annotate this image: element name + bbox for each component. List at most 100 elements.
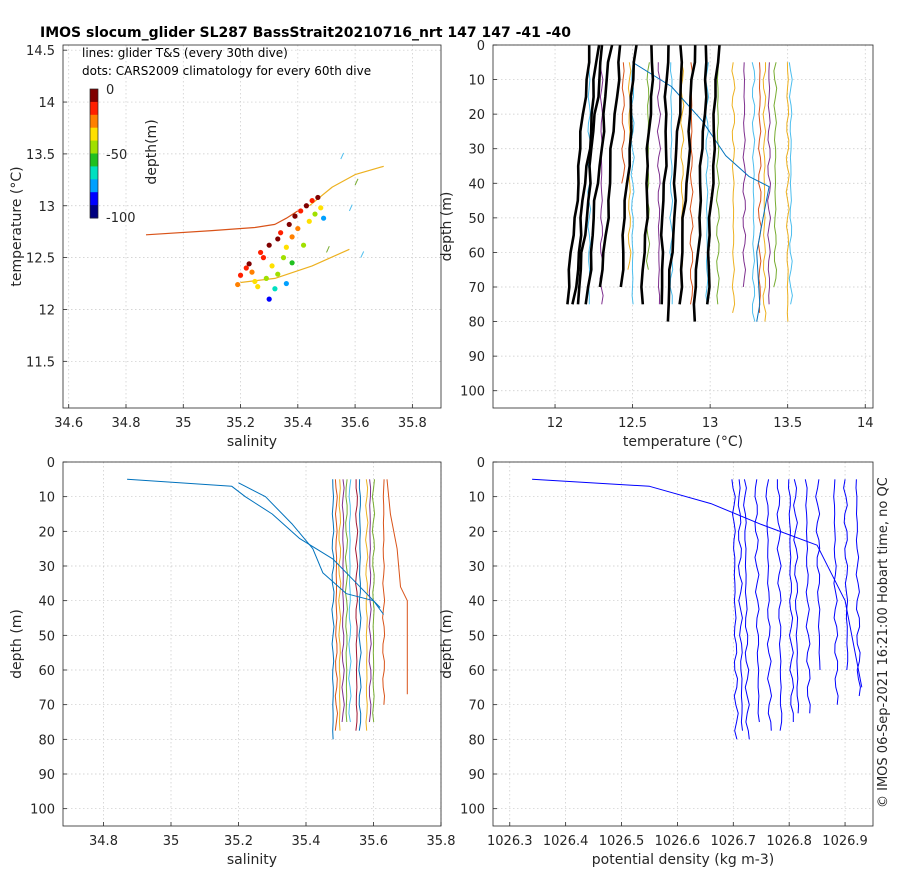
glider-density-profile <box>765 479 772 731</box>
glider-ts-fragment <box>340 152 345 160</box>
y-tick-label: 10 <box>468 74 485 89</box>
glider-density-profile <box>737 479 743 731</box>
y-tick-label: 70 <box>38 699 55 714</box>
x-tick-label: 35.4 <box>292 834 321 849</box>
glider-density-profile <box>855 479 861 697</box>
climatology-temperature-profile <box>566 45 591 305</box>
density-depth-panel: 1026.3 1026.4 1026.5 1026.6 1026.7 1026.8 1026… <box>439 456 874 868</box>
climatology-dot <box>249 269 255 275</box>
x-tick-label: 35.6 <box>359 834 388 849</box>
climatology-temperature-profile <box>659 44 670 305</box>
y-tick-label: 10 <box>468 491 485 506</box>
x-tick-label: 35.8 <box>398 416 427 431</box>
y-tick-label: 14 <box>38 96 55 111</box>
climatology-dot <box>266 242 272 248</box>
climatology-dot <box>263 275 269 281</box>
climatology-dot <box>295 225 301 232</box>
climatology-temperature-profile <box>640 44 655 305</box>
x-tick-label: 1026.6 <box>655 834 701 849</box>
y-tick-label: 60 <box>468 664 485 679</box>
plot-area <box>493 462 873 826</box>
x-tick-label: 1026.4 <box>543 834 589 849</box>
glider-temperature-profile <box>731 62 736 314</box>
x-tick-label: 13.5 <box>773 416 802 431</box>
glider-salinity-profile <box>358 479 362 731</box>
glider-temperature-profile <box>773 62 778 288</box>
y-tick-label: 14.5 <box>26 44 55 59</box>
y-tick-label: 60 <box>38 664 55 679</box>
y-axis-label: depth (m) <box>439 192 455 262</box>
glider-temperature-profile <box>742 62 747 288</box>
x-tick-label: 13 <box>702 416 719 431</box>
climatology-temperature-profile <box>584 44 614 305</box>
y-tick-label: 70 <box>468 281 485 296</box>
colorbar-segment <box>90 205 98 219</box>
glider-density-profile <box>743 479 750 740</box>
x-tick-label: 1026.7 <box>711 834 757 849</box>
y-axis-label: depth (m) <box>9 609 25 679</box>
climatology-temperature-profile <box>678 44 697 305</box>
x-tick-label: 1026.8 <box>766 834 812 849</box>
y-tick-label: 50 <box>468 629 485 644</box>
colorbar-label: depth(m) <box>144 119 160 184</box>
y-tick-label: 30 <box>38 560 55 575</box>
copyright-note: © IMOS 06-Sep-2021 16:21:00 Hobart time,… <box>876 477 891 808</box>
y-tick-label: 20 <box>38 525 55 540</box>
y-tick-label: 80 <box>38 733 55 748</box>
y-axis-label: temperature (°C) <box>9 166 25 286</box>
climatology-temperature-profile <box>692 44 708 322</box>
glider-temperature-profile <box>757 62 762 313</box>
plot-area <box>63 462 441 826</box>
legend-dots-text: dots: CARS2009 climatology for every 60t… <box>82 64 371 78</box>
glider-temperature-profile <box>767 62 771 305</box>
glider-density-profile <box>776 479 783 731</box>
glider-density-profile <box>793 479 800 714</box>
colorbar-segment <box>90 114 98 129</box>
axes-frame <box>492 461 874 827</box>
glider-temperature-profile <box>762 62 767 322</box>
colorbar-segment <box>90 89 98 103</box>
x-tick-label: 35.4 <box>283 416 312 431</box>
glider-temperature-profile <box>689 62 694 305</box>
glider-salinity-profile <box>348 479 352 723</box>
y-tick-label: 10 <box>38 491 55 506</box>
colorbar-tick-top: 0 <box>106 83 114 98</box>
y-tick-label: 100 <box>460 803 485 818</box>
climatology-dot <box>283 244 289 250</box>
y-tick-label: 90 <box>468 768 485 783</box>
glider-ts-fragment <box>348 204 353 212</box>
glider-salinity-profile <box>334 479 338 731</box>
y-tick-label: 13.5 <box>26 148 55 163</box>
y-tick-label: 100 <box>460 385 485 400</box>
colorbar-frame <box>89 88 99 219</box>
glider-temperature-profile <box>632 61 770 322</box>
glider-density-profile <box>731 479 739 740</box>
glider-salinity-profile <box>386 479 408 695</box>
glider-ts-fragment <box>360 251 365 258</box>
y-tick-label: 0 <box>477 456 485 471</box>
glider-temperature-profile <box>785 62 790 322</box>
climatology-temperature-profile <box>571 44 601 305</box>
glider-density-profile <box>788 479 794 722</box>
climatology-dot <box>298 208 304 214</box>
y-tick-label: 40 <box>38 595 55 610</box>
climatology-dot <box>283 280 289 287</box>
y-tick-label: 90 <box>468 350 485 365</box>
colorbar-segment <box>90 127 98 142</box>
axes-frame <box>492 44 874 409</box>
x-tick-label: 34.8 <box>112 416 141 431</box>
glider-ts-fragment <box>326 245 330 253</box>
climatology-dot <box>289 234 295 240</box>
y-axis-label: depth (m) <box>439 609 455 679</box>
colorbar-segment <box>90 140 98 154</box>
colorbar-tick-mid: -50 <box>106 148 127 163</box>
x-tick-label: 35.8 <box>427 834 456 849</box>
y-tick-label: 80 <box>468 733 485 748</box>
y-tick-label: 30 <box>468 143 485 158</box>
y-tick-label: 40 <box>468 595 485 610</box>
glider-salinity-profile <box>331 479 335 740</box>
climatology-dot <box>306 218 312 224</box>
climatology-dot <box>280 255 287 261</box>
climatology-dot <box>292 213 298 219</box>
